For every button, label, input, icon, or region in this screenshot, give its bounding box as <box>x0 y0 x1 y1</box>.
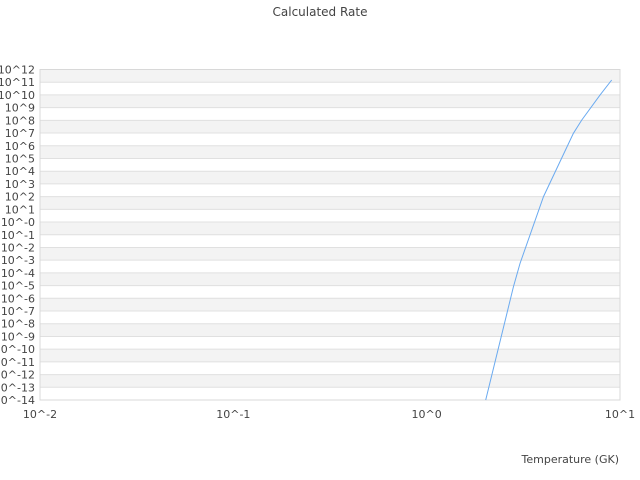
y-tick-label: 10^-5 <box>1 280 35 293</box>
plot-border <box>39 69 621 401</box>
grid-band <box>40 69 620 83</box>
y-tick-label: 10^10 <box>0 89 35 102</box>
y-tick-label: 10^-2 <box>1 241 35 254</box>
y-tick-label: 10^2 <box>5 191 35 204</box>
y-tick-label: 10^-10 <box>0 343 35 356</box>
x-tick-label: 10^-2 <box>23 408 57 421</box>
y-tick-label: 10^-4 <box>1 267 35 280</box>
y-tick-label: 10^-11 <box>0 356 35 369</box>
y-tick-label: 10^12 <box>0 64 35 77</box>
y-tick-label: 10^1 <box>5 203 35 216</box>
y-tick-label: 10^-6 <box>1 292 35 305</box>
grid-band <box>40 272 620 286</box>
y-tick-label: 10^-7 <box>1 305 35 318</box>
x-tick-label: 10^-1 <box>216 408 250 421</box>
y-tick-label: 10^-14 <box>0 394 35 407</box>
x-axis-label: Temperature (GK) <box>521 453 620 466</box>
grid-band <box>40 298 620 312</box>
y-tick-label: 10^-12 <box>0 369 35 382</box>
grid-band <box>40 374 620 388</box>
chart-title: Calculated Rate <box>273 5 368 19</box>
y-tick-label: 10^11 <box>0 76 35 89</box>
grid-band <box>40 120 620 134</box>
x-tick-label: 10^1 <box>605 408 635 421</box>
grid-band <box>40 323 620 337</box>
grid-band <box>40 196 620 210</box>
y-tick-label: 10^7 <box>5 127 35 140</box>
grid-band <box>40 222 620 235</box>
y-tick-label: 10^4 <box>5 165 35 178</box>
y-tick-label: 10^-0 <box>1 216 35 229</box>
grid-band <box>40 145 620 159</box>
y-tick-label: 10^5 <box>5 152 35 165</box>
y-tick-label: 10^3 <box>5 178 35 191</box>
y-tick-label: 10^-3 <box>1 254 35 267</box>
y-tick-label: 10^6 <box>5 140 35 153</box>
y-tick-label: 10^-1 <box>1 229 35 242</box>
grid-band <box>40 247 620 261</box>
y-tick-label: 10^-13 <box>0 381 35 394</box>
y-tick-label: 10^-8 <box>1 318 35 331</box>
series-line <box>485 79 613 401</box>
grid-band <box>40 171 620 184</box>
grid-band <box>40 349 620 362</box>
y-tick-label: 10^-9 <box>1 330 35 343</box>
grid-band <box>40 94 620 108</box>
x-tick-label: 10^0 <box>412 408 442 421</box>
y-tick-label: 10^9 <box>5 102 35 115</box>
y-tick-label: 10^8 <box>5 114 35 127</box>
